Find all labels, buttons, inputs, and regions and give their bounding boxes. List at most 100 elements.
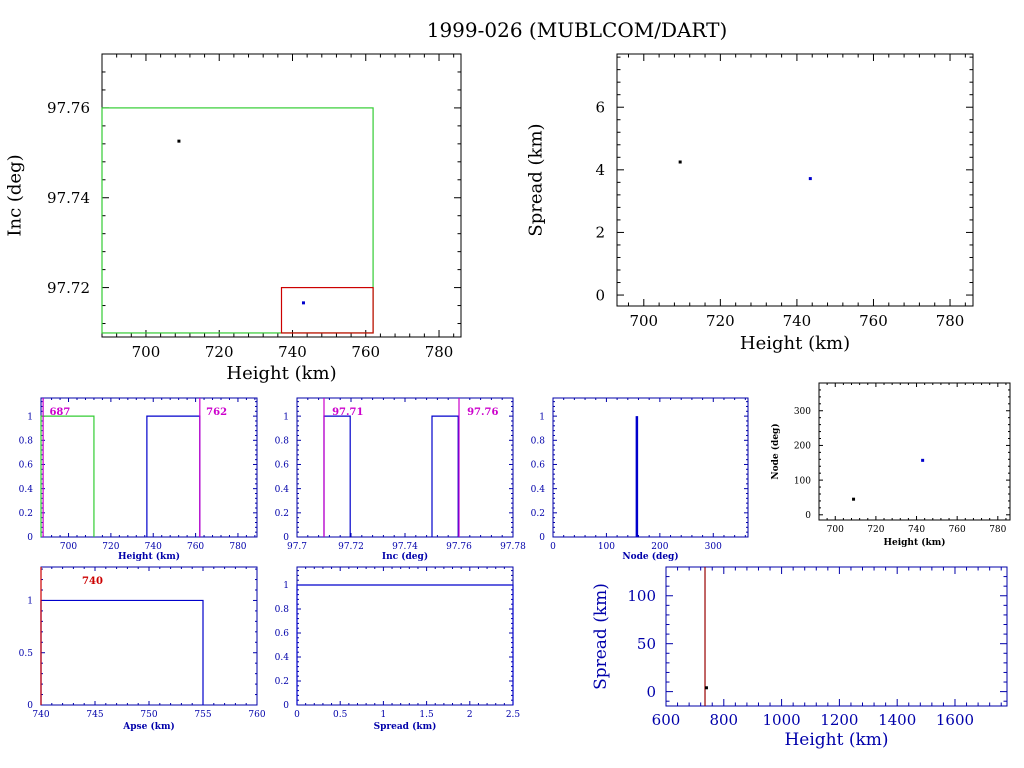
y-tick-label: 97.76 [47, 99, 90, 117]
y-tick-label: 0.8 [19, 436, 34, 446]
y-tick-label: 0.4 [531, 485, 546, 495]
x-tick-label: 1 [381, 710, 387, 720]
y-tick-label: 0 [595, 286, 605, 304]
x-tick-label: 700 [827, 525, 844, 535]
x-tick-label: 745 [86, 710, 103, 720]
y-tick-label: 1 [283, 581, 289, 591]
x-tick-label: 1400 [878, 711, 916, 729]
y-tick-label: 0 [283, 701, 289, 711]
x-tick-label: 740 [145, 542, 162, 552]
marker-label: 687 [49, 407, 70, 418]
x-axis-title: Inc (deg) [382, 551, 428, 562]
x-axis-title: Height (km) [226, 363, 336, 384]
x-axis-title: Height (km) [784, 730, 888, 750]
x-tick-label: 760 [859, 312, 888, 330]
plot-frame [552, 397, 749, 538]
y-tick-label: 97.74 [47, 189, 90, 207]
x-tick-label: 760 [248, 710, 265, 720]
y-tick-label: 0.2 [19, 509, 33, 519]
x-axis-title: Node (deg) [622, 551, 678, 562]
scatter-point [678, 160, 682, 164]
marker-label: 97.71 [332, 407, 363, 418]
x-axis-title: Height (km) [118, 551, 180, 562]
x-axis-title: Apse (km) [122, 721, 174, 732]
y-tick-label: 1 [27, 412, 33, 422]
y-tick-label: 0 [805, 511, 811, 521]
x-tick-label: 720 [102, 542, 119, 552]
scatter-point [301, 301, 305, 305]
scatter-point [808, 177, 812, 181]
y-tick-label: 0.5 [19, 649, 34, 659]
x-tick-label: 1000 [762, 711, 800, 729]
x-axis-title: Height (km) [883, 537, 945, 548]
plot-frame [40, 566, 258, 706]
y-axis-title: Inc (deg) [5, 154, 26, 236]
chart-spread-vs-height-wide: 600 800 1000 1200 1400 1600 0 50 100 Height (km) S… [591, 566, 1008, 750]
y-tick-label: 300 [794, 407, 811, 417]
x-tick-label: 0.5 [333, 710, 348, 720]
y-tick-label: 0.6 [531, 461, 546, 471]
y-tick-label: 50 [637, 635, 656, 653]
y-tick-label: 0 [283, 533, 289, 543]
y-tick-label: 0.4 [275, 653, 290, 663]
marker-label: 762 [206, 407, 227, 418]
y-tick-label: 0.2 [275, 509, 289, 519]
y-tick-label: 1 [27, 597, 33, 607]
histogram-bar [296, 584, 514, 705]
y-tick-label: 0 [646, 683, 656, 701]
chart-apse-hist: 740 745 750 755 760 0 0.5 1 Apse (km) 740 [19, 566, 266, 732]
marker-label: 97.76 [467, 407, 498, 418]
y-tick-label: 0.6 [19, 461, 34, 471]
histogram-bar [146, 415, 201, 537]
x-tick-label: 750 [140, 710, 157, 720]
y-tick-label: 97.72 [47, 279, 90, 297]
x-tick-label: 200 [651, 542, 668, 552]
y-tick-label: 0.8 [275, 436, 290, 446]
x-tick-label: 780 [229, 542, 246, 552]
x-tick-label: 700 [132, 343, 161, 361]
x-tick-label: 1200 [820, 711, 858, 729]
y-axis-title: Node (deg) [770, 423, 781, 479]
region-box [280, 286, 374, 334]
x-tick-label: 720 [205, 343, 234, 361]
x-tick-label: 1.5 [419, 710, 434, 720]
chart-spread-vs-height: 700 720 740 760 780 0 2 4 6 Height (km) Spread (km… [526, 53, 974, 354]
x-tick-label: 97.72 [338, 542, 364, 552]
x-tick-label: 0 [550, 542, 556, 552]
plot-frame [818, 382, 1011, 521]
y-tick-label: 0.8 [275, 605, 290, 615]
y-tick-label: 0.2 [275, 677, 289, 687]
plot-frame [40, 397, 258, 538]
histogram-bar [323, 415, 351, 537]
x-tick-label: 97.74 [392, 542, 418, 552]
y-tick-label: 0 [27, 701, 33, 711]
x-tick-label: 800 [709, 711, 738, 729]
y-tick-label: 0.4 [19, 485, 34, 495]
histogram-bar [40, 599, 204, 705]
x-tick-label: 720 [706, 312, 735, 330]
x-tick-label: 2 [467, 710, 473, 720]
plot-frame [296, 397, 514, 538]
x-tick-label: 0 [294, 710, 300, 720]
scatter-point [177, 139, 181, 143]
scatter-point [852, 497, 856, 501]
y-tick-label: 2 [595, 224, 605, 242]
marker-label: 740 [82, 576, 103, 587]
y-tick-label: 0 [539, 533, 545, 543]
x-tick-label: 740 [278, 343, 307, 361]
x-axis-title: Height (km) [740, 333, 850, 354]
y-tick-label: 4 [595, 161, 605, 179]
y-tick-label: 0.8 [531, 436, 546, 446]
x-tick-label: 600 [652, 711, 681, 729]
y-tick-label: 100 [794, 476, 811, 486]
histogram-bar [40, 415, 95, 537]
chart-height-hist: 700 720 740 760 780 0 0.2 0.4 0.6 0.8 1 Height (km)… [19, 397, 258, 562]
x-tick-label: 760 [351, 343, 380, 361]
figure-title: 1999-026 (MUBLCOM/DART) [427, 18, 728, 42]
chart-inc-hist: 97.7 97.72 97.74 97.76 97.78 0 0.2 0.4 0.6 0.8 1 In… [275, 397, 526, 562]
x-tick-label: 700 [60, 542, 77, 552]
x-tick-label: 780 [989, 525, 1006, 535]
y-tick-label: 1 [539, 412, 545, 422]
x-tick-label: 780 [936, 312, 965, 330]
